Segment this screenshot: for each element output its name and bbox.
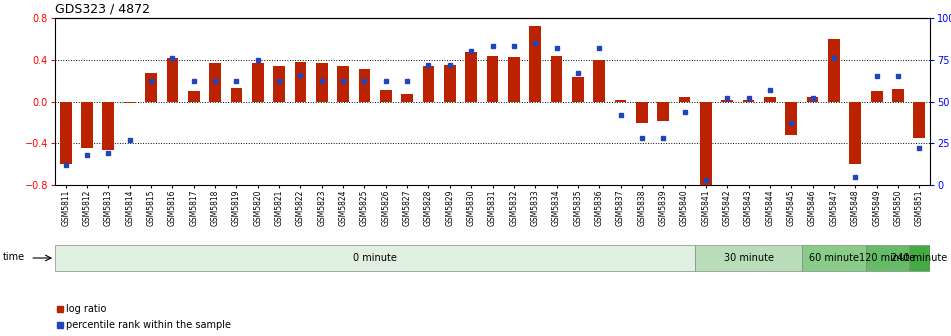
Bar — [908, 245, 930, 270]
Bar — [209, 63, 221, 101]
Bar — [422, 66, 435, 101]
Bar — [295, 62, 306, 101]
Bar — [806, 97, 819, 101]
Bar — [551, 55, 562, 101]
Bar — [273, 66, 285, 101]
Bar — [444, 65, 456, 101]
Bar — [786, 101, 797, 135]
Bar — [828, 39, 840, 101]
Bar — [166, 58, 178, 101]
Bar — [695, 245, 802, 270]
Bar — [802, 245, 866, 270]
Bar — [252, 63, 263, 101]
Bar — [866, 245, 908, 270]
Bar — [81, 101, 93, 149]
Bar — [487, 55, 498, 101]
Text: 120 minute: 120 minute — [859, 253, 916, 263]
Bar — [530, 26, 541, 101]
Text: 60 minute: 60 minute — [809, 253, 859, 263]
Bar — [103, 101, 114, 150]
Bar — [465, 52, 477, 101]
Bar — [764, 97, 776, 101]
Bar — [146, 73, 157, 101]
Text: percentile rank within the sample: percentile rank within the sample — [67, 320, 231, 330]
Bar — [316, 63, 328, 101]
Bar — [55, 245, 695, 270]
Bar — [230, 88, 243, 101]
Bar — [892, 89, 903, 101]
Bar — [722, 100, 733, 101]
Bar — [849, 101, 862, 164]
Bar — [593, 60, 605, 101]
Text: GDS323 / 4872: GDS323 / 4872 — [55, 2, 150, 15]
Bar — [614, 100, 627, 101]
Bar — [60, 101, 71, 164]
Bar — [914, 101, 925, 138]
Bar — [679, 97, 690, 101]
Bar — [657, 101, 670, 121]
Bar — [508, 57, 519, 101]
Bar — [636, 101, 648, 123]
Bar — [338, 66, 349, 101]
Bar — [379, 90, 392, 101]
Text: 0 minute: 0 minute — [353, 253, 398, 263]
Bar — [359, 69, 370, 101]
Bar — [743, 100, 754, 101]
Bar — [401, 94, 413, 101]
Text: time: time — [3, 252, 25, 262]
Bar — [700, 101, 711, 193]
Text: 240 minute: 240 minute — [891, 253, 947, 263]
Bar — [124, 101, 136, 102]
Bar — [188, 91, 200, 101]
Text: log ratio: log ratio — [67, 304, 107, 314]
Text: 30 minute: 30 minute — [724, 253, 773, 263]
Bar — [572, 78, 584, 101]
Bar — [871, 91, 883, 101]
